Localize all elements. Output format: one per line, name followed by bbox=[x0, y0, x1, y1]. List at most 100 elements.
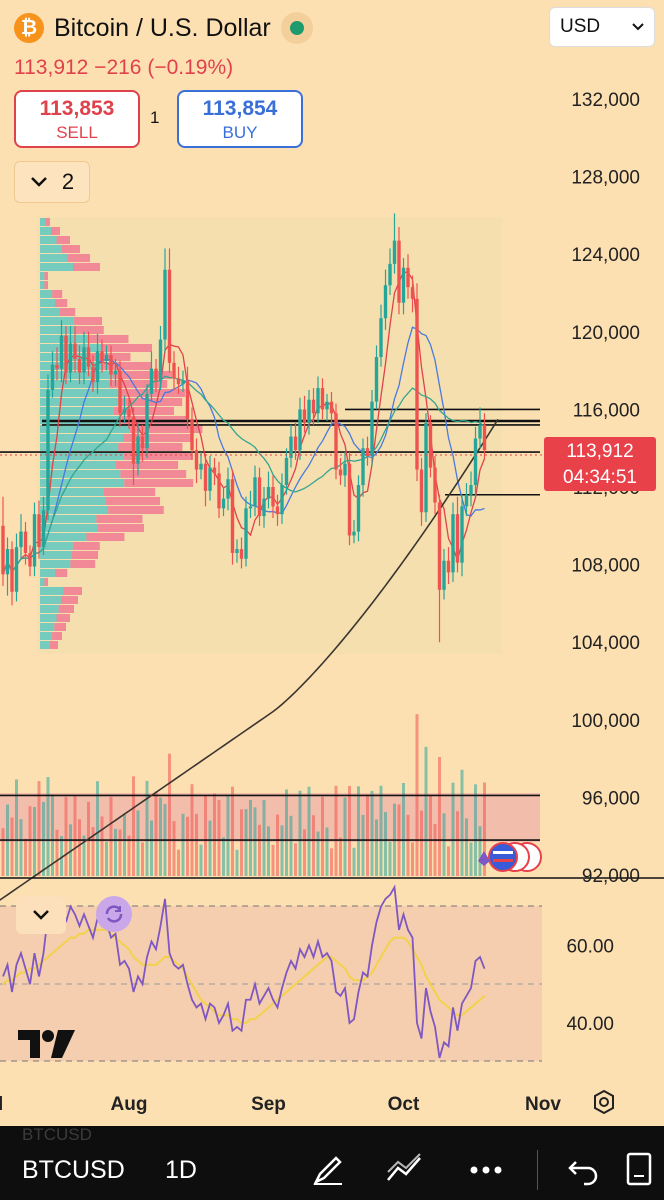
candle-body bbox=[455, 514, 460, 563]
line-tool-icon[interactable] bbox=[384, 1150, 424, 1190]
indicators-toggle[interactable]: 2 bbox=[14, 161, 90, 203]
candle-body bbox=[374, 357, 379, 402]
candle-body bbox=[122, 409, 127, 414]
x-tick-label: Oct bbox=[388, 1094, 420, 1115]
volume-bar bbox=[262, 800, 266, 876]
volume-bar bbox=[235, 849, 239, 876]
candle-body bbox=[55, 364, 59, 369]
candle-body bbox=[37, 514, 41, 548]
candle-body bbox=[365, 448, 370, 456]
candle-body bbox=[410, 287, 415, 299]
profile-bar-up bbox=[40, 506, 109, 514]
volume-bar bbox=[186, 816, 189, 876]
profile-bar-down bbox=[72, 542, 100, 550]
volume-profile bbox=[40, 218, 203, 649]
buy-label: BUY bbox=[222, 123, 258, 142]
sell-button[interactable]: 113,853 SELL bbox=[14, 90, 140, 148]
candle-body bbox=[154, 368, 158, 381]
volume-bar bbox=[442, 813, 446, 876]
candle-body bbox=[289, 436, 293, 458]
currency-select[interactable]: USD bbox=[549, 7, 655, 47]
candle-body bbox=[5, 549, 10, 575]
candle-body bbox=[221, 498, 226, 509]
candle-body bbox=[172, 362, 176, 379]
volume-bar bbox=[123, 814, 126, 876]
page-icon[interactable] bbox=[620, 1150, 660, 1190]
volume-bar bbox=[289, 815, 293, 876]
volume-bar bbox=[240, 809, 243, 876]
timeframe-button[interactable]: 1D bbox=[165, 1156, 197, 1184]
symbol-header[interactable]: ₿ Bitcoin / U.S. Dollar bbox=[14, 12, 313, 44]
rsi-collapse-button[interactable] bbox=[16, 896, 66, 934]
buy-button[interactable]: 113,854 BUY bbox=[177, 90, 303, 148]
profile-bar-down bbox=[56, 236, 70, 244]
volume-bar bbox=[429, 795, 432, 876]
candle-body bbox=[1, 525, 5, 575]
profile-bar-down bbox=[75, 326, 104, 334]
event-markers[interactable] bbox=[478, 842, 542, 872]
sell-label: SELL bbox=[56, 123, 98, 142]
profile-bar-up bbox=[40, 524, 98, 532]
volume-bar bbox=[204, 795, 207, 876]
undo-icon[interactable] bbox=[564, 1150, 604, 1190]
candle-body bbox=[451, 514, 455, 573]
current-price-tag: 113,912 04:34:51 bbox=[544, 437, 656, 491]
profile-bar-down bbox=[124, 479, 194, 487]
candle-body bbox=[82, 347, 86, 373]
candle-body bbox=[212, 467, 217, 474]
more-icon[interactable] bbox=[466, 1150, 506, 1190]
volume-bar bbox=[168, 753, 171, 876]
volume-bar bbox=[1, 828, 5, 876]
symbol-button[interactable]: BTCUSD bbox=[22, 1156, 125, 1184]
pen-icon[interactable] bbox=[308, 1150, 348, 1190]
candle-body bbox=[271, 487, 275, 507]
profile-bar-up bbox=[40, 398, 119, 406]
candle-body bbox=[415, 298, 419, 470]
x-tick-label: Jul bbox=[0, 1094, 3, 1115]
volume-bar bbox=[19, 819, 23, 876]
rsi-settings-icon[interactable] bbox=[96, 896, 132, 932]
candle-body bbox=[257, 477, 262, 517]
profile-bar-down bbox=[59, 308, 76, 316]
candle-body bbox=[208, 467, 212, 491]
volume-bar bbox=[298, 790, 302, 876]
profile-bar-up bbox=[40, 434, 124, 442]
rsi-axis: 60.00 40.00 bbox=[566, 936, 614, 1035]
profile-bar-down bbox=[67, 254, 90, 262]
candle-body bbox=[28, 552, 32, 567]
volume-bar bbox=[303, 829, 306, 876]
profile-bar-down bbox=[123, 434, 191, 442]
candle-body bbox=[194, 450, 199, 470]
volume-bar bbox=[379, 785, 383, 876]
profile-bar-down bbox=[44, 281, 48, 289]
candle-body bbox=[100, 351, 104, 361]
market-status-icon[interactable] bbox=[280, 12, 313, 44]
candle-body bbox=[140, 436, 145, 449]
candle-body bbox=[388, 263, 392, 286]
volume-bar bbox=[172, 821, 176, 876]
volume-bar bbox=[375, 819, 378, 876]
candle-body bbox=[275, 506, 280, 515]
profile-bar-down bbox=[71, 551, 99, 559]
candle-body bbox=[379, 318, 383, 358]
profile-bar-down bbox=[97, 524, 144, 532]
volume-bar bbox=[195, 813, 198, 876]
toolbar-divider bbox=[537, 1150, 538, 1190]
volume-bar bbox=[42, 801, 45, 876]
profile-bar-down bbox=[51, 227, 60, 235]
profile-bar-up bbox=[40, 254, 68, 262]
volume-bar bbox=[177, 849, 180, 876]
profile-bar-down bbox=[108, 506, 164, 514]
profile-bar-up bbox=[40, 623, 55, 631]
profile-bar-up bbox=[40, 605, 59, 613]
volume-bar bbox=[150, 820, 153, 876]
candle-body bbox=[361, 448, 365, 486]
profile-bar-up bbox=[40, 551, 72, 559]
volume-bar bbox=[132, 776, 135, 876]
settings-gear-icon[interactable] bbox=[590, 1088, 618, 1116]
profile-bar-up bbox=[40, 263, 73, 271]
profile-bar-down bbox=[118, 398, 183, 406]
candle-body bbox=[370, 401, 374, 456]
volume-bar bbox=[276, 814, 279, 876]
